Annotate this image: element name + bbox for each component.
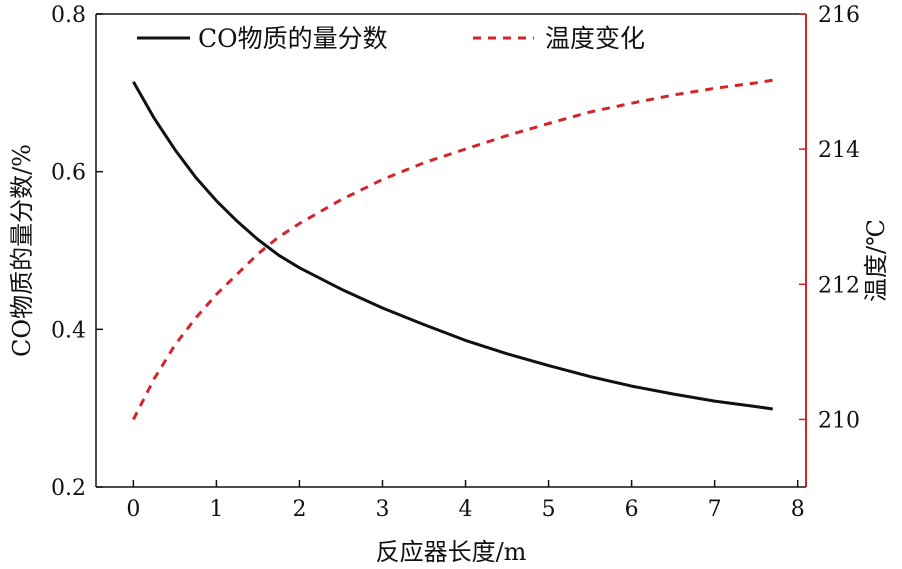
legend-co-label: CO物质的量分数 — [198, 24, 388, 53]
co-fraction-series-line — [132, 81, 774, 411]
y-tick-label: 0.8 — [51, 3, 86, 28]
legend: CO物质的量分数 温度变化 — [137, 24, 645, 53]
x-tick-label: 6 — [625, 497, 639, 522]
x-tick-label: 5 — [542, 497, 556, 522]
y2-tick-label: 214 — [818, 138, 860, 163]
x-tick-label: 1 — [209, 497, 223, 522]
x-tick-label: 3 — [375, 497, 389, 522]
y-tick-label: 0.6 — [51, 161, 86, 186]
y2-tick-label: 210 — [818, 408, 860, 433]
y-axis-right-title: 温度/℃ — [862, 219, 890, 302]
legend-temp-label: 温度变化 — [545, 24, 645, 53]
x-tick-label: 7 — [708, 497, 722, 522]
y-tick-label: 0.2 — [51, 476, 86, 501]
series-layer — [132, 78, 774, 421]
y2-tick-label: 212 — [818, 273, 860, 298]
x-tick-label: 0 — [126, 497, 140, 522]
temperature-series-line — [132, 78, 774, 421]
x-tick-label: 2 — [292, 497, 306, 522]
x-tick-label: 4 — [459, 497, 473, 522]
y-axis-left-title: CO物质的量分数/% — [8, 144, 36, 357]
x-tick-label: 8 — [791, 497, 805, 522]
y-tick-label: 0.4 — [51, 318, 86, 343]
ticks-layer: 0 1 2 3 4 5 6 7 8 0.2 0.4 0.6 0.8 210 212 214 216 — [51, 3, 860, 522]
x-axis-title: 反应器长度/m — [376, 538, 527, 566]
y2-tick-label: 216 — [818, 3, 860, 28]
